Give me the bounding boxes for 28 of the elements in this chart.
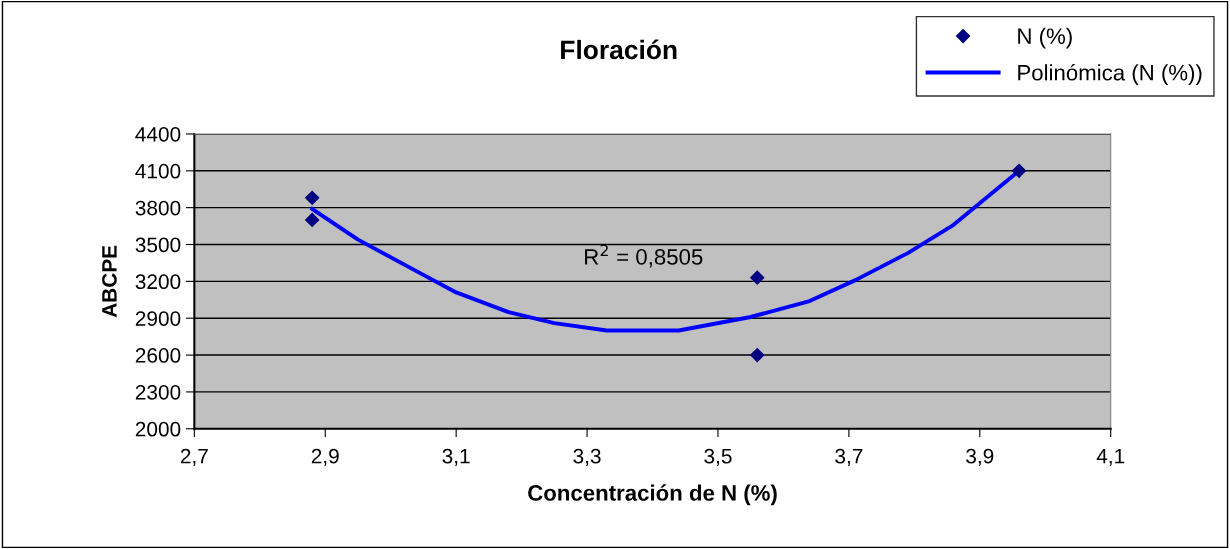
y-tick-label: 4100	[135, 163, 181, 179]
point	[305, 190, 320, 205]
legend-label: Polinómica (N (%))	[1018, 63, 1202, 85]
chart-title: Floración	[561, 39, 677, 60]
annotation: R$^{2}$ = 0,8505	[585, 244, 703, 268]
x-tick-label: 4,1	[1096, 448, 1125, 466]
x-tick-label: 3,5	[704, 448, 732, 466]
y-tick-label: 2300	[135, 384, 181, 400]
y-tick-label: 3500	[135, 237, 181, 253]
point	[1011, 163, 1027, 178]
y-tick-label: 4400	[135, 126, 181, 142]
x-tick-label: 2,7	[180, 448, 208, 466]
legend-label: N (%)	[1018, 27, 1072, 49]
x-tick-label: 3,9	[966, 448, 994, 466]
point	[750, 270, 765, 285]
x-tick-label: 2,9	[311, 448, 339, 466]
y-tick-label: 2600	[135, 348, 181, 363]
y-tick-label: 2000	[135, 421, 181, 437]
y-tick-label: 2900	[135, 311, 181, 326]
point	[750, 347, 765, 363]
x-tick-label: 3,3	[573, 448, 601, 466]
x-tick-label: 3,7	[835, 448, 863, 466]
point	[305, 212, 320, 228]
x-axis-title: Concentración de N (%)	[528, 484, 777, 506]
y-tick-label: 3200	[135, 274, 181, 290]
y-tick-label: 3800	[135, 200, 181, 216]
y-axis-title: ABCPE	[102, 245, 117, 318]
x-tick-label: 3,1	[442, 448, 470, 466]
